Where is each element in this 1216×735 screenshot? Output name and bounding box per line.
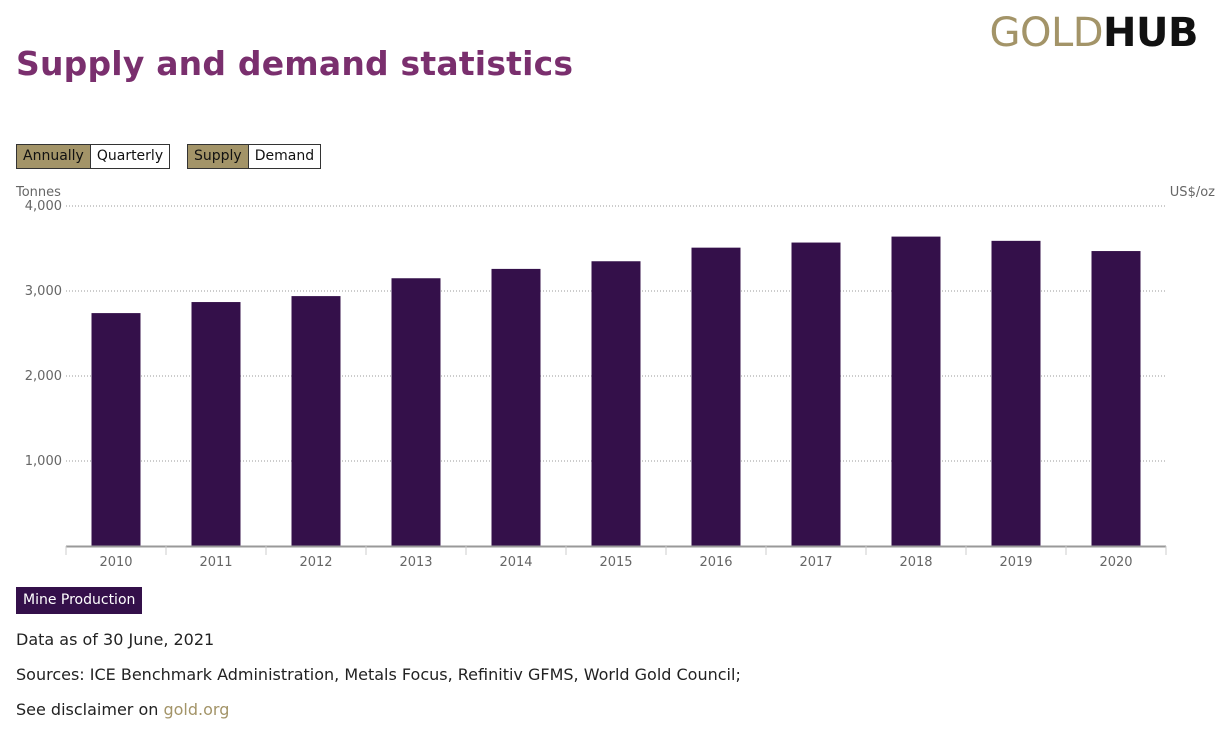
bar: [891, 236, 941, 546]
data-as-of: Data as of 30 June, 2021: [16, 630, 215, 649]
x-tick-label: 2015: [599, 555, 632, 570]
x-tick-label: 2012: [299, 555, 332, 570]
gold-org-link[interactable]: gold.org: [163, 700, 230, 719]
y-axis-label-right: US$/oz: [1169, 185, 1215, 200]
y-tick-label: 1,000: [25, 454, 62, 469]
period-toggle: Annually Quarterly: [16, 144, 171, 169]
x-tick-label: 2017: [799, 555, 832, 570]
x-tick-label: 2019: [999, 555, 1032, 570]
logo-gold-text: GOLD: [989, 10, 1104, 56]
x-tick-label: 2014: [499, 555, 532, 570]
y-tick-label: 2,000: [25, 369, 62, 384]
bar: [1091, 251, 1141, 547]
quarterly-button[interactable]: Quarterly: [90, 144, 171, 169]
x-tick-label: 2016: [699, 555, 732, 570]
bar: [991, 240, 1041, 546]
demand-button[interactable]: Demand: [248, 144, 322, 169]
x-tick-label: 2010: [99, 555, 132, 570]
goldhub-logo[interactable]: GOLDHUB: [989, 10, 1198, 56]
y-axis-label-left: Tonnes: [16, 185, 61, 200]
x-tick-label: 2018: [899, 555, 932, 570]
bar: [191, 302, 241, 546]
bar-chart: 1,000 2,000 3,000 4,000 2010 2011 2012 2013 2014…: [25, 199, 1167, 570]
bar: [691, 247, 741, 546]
disclaimer-text: See disclaimer on gold.org: [16, 700, 229, 719]
bar: [391, 278, 441, 546]
bar: [291, 296, 341, 546]
logo-hub-text: HUB: [1103, 10, 1198, 56]
disclaimer-prefix: See disclaimer on: [16, 700, 164, 719]
bar: [591, 261, 641, 546]
bar: [491, 268, 541, 546]
sources-text: Sources: ICE Benchmark Administration, M…: [16, 665, 741, 684]
supply-demand-toggle: Supply Demand: [187, 144, 322, 169]
page-title: Supply and demand statistics: [16, 44, 574, 83]
x-tick-label: 2013: [399, 555, 432, 570]
legend-mine-production[interactable]: Mine Production: [16, 587, 143, 614]
y-tick-label: 3,000: [25, 284, 62, 299]
bar: [791, 242, 841, 547]
x-tick-label: 2020: [1099, 555, 1132, 570]
supply-button[interactable]: Supply: [187, 144, 249, 169]
x-tick-label: 2011: [199, 555, 232, 570]
y-tick-label: 4,000: [25, 199, 62, 214]
bar: [91, 313, 141, 546]
annually-button[interactable]: Annually: [16, 144, 91, 169]
